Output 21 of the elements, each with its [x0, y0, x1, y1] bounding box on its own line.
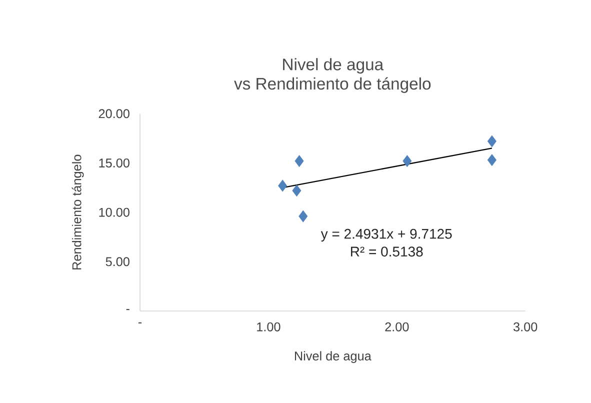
x-tick-label: 2.00	[385, 322, 409, 332]
y-tick-label: 5.00	[106, 257, 130, 266]
x-tick-label: 3.00	[513, 322, 538, 332]
annotation: R² = 0.5138	[350, 246, 423, 257]
y-tick-label: 15.00	[99, 158, 130, 168]
y-axis-title: Rendimiento tángelo	[72, 154, 84, 270]
y-tick-label: 20.00	[98, 109, 130, 118]
y-tick-label: -	[126, 309, 130, 310]
y-tick-label: 10.00	[99, 208, 130, 217]
x-tick-label: 1.00	[257, 322, 280, 332]
chart-title: Nivel de agua vs Rendimiento de tángelo	[234, 58, 431, 93]
point	[487, 154, 496, 166]
point	[402, 155, 412, 167]
x-axis-title: Nivel de agua	[294, 351, 372, 363]
point	[278, 180, 288, 192]
point	[294, 155, 304, 167]
point	[298, 210, 308, 222]
x-tick-label: -	[138, 322, 142, 324]
point	[292, 184, 302, 196]
annotation: y = 2.4931x + 9.7125	[320, 228, 452, 242]
point	[487, 135, 496, 148]
